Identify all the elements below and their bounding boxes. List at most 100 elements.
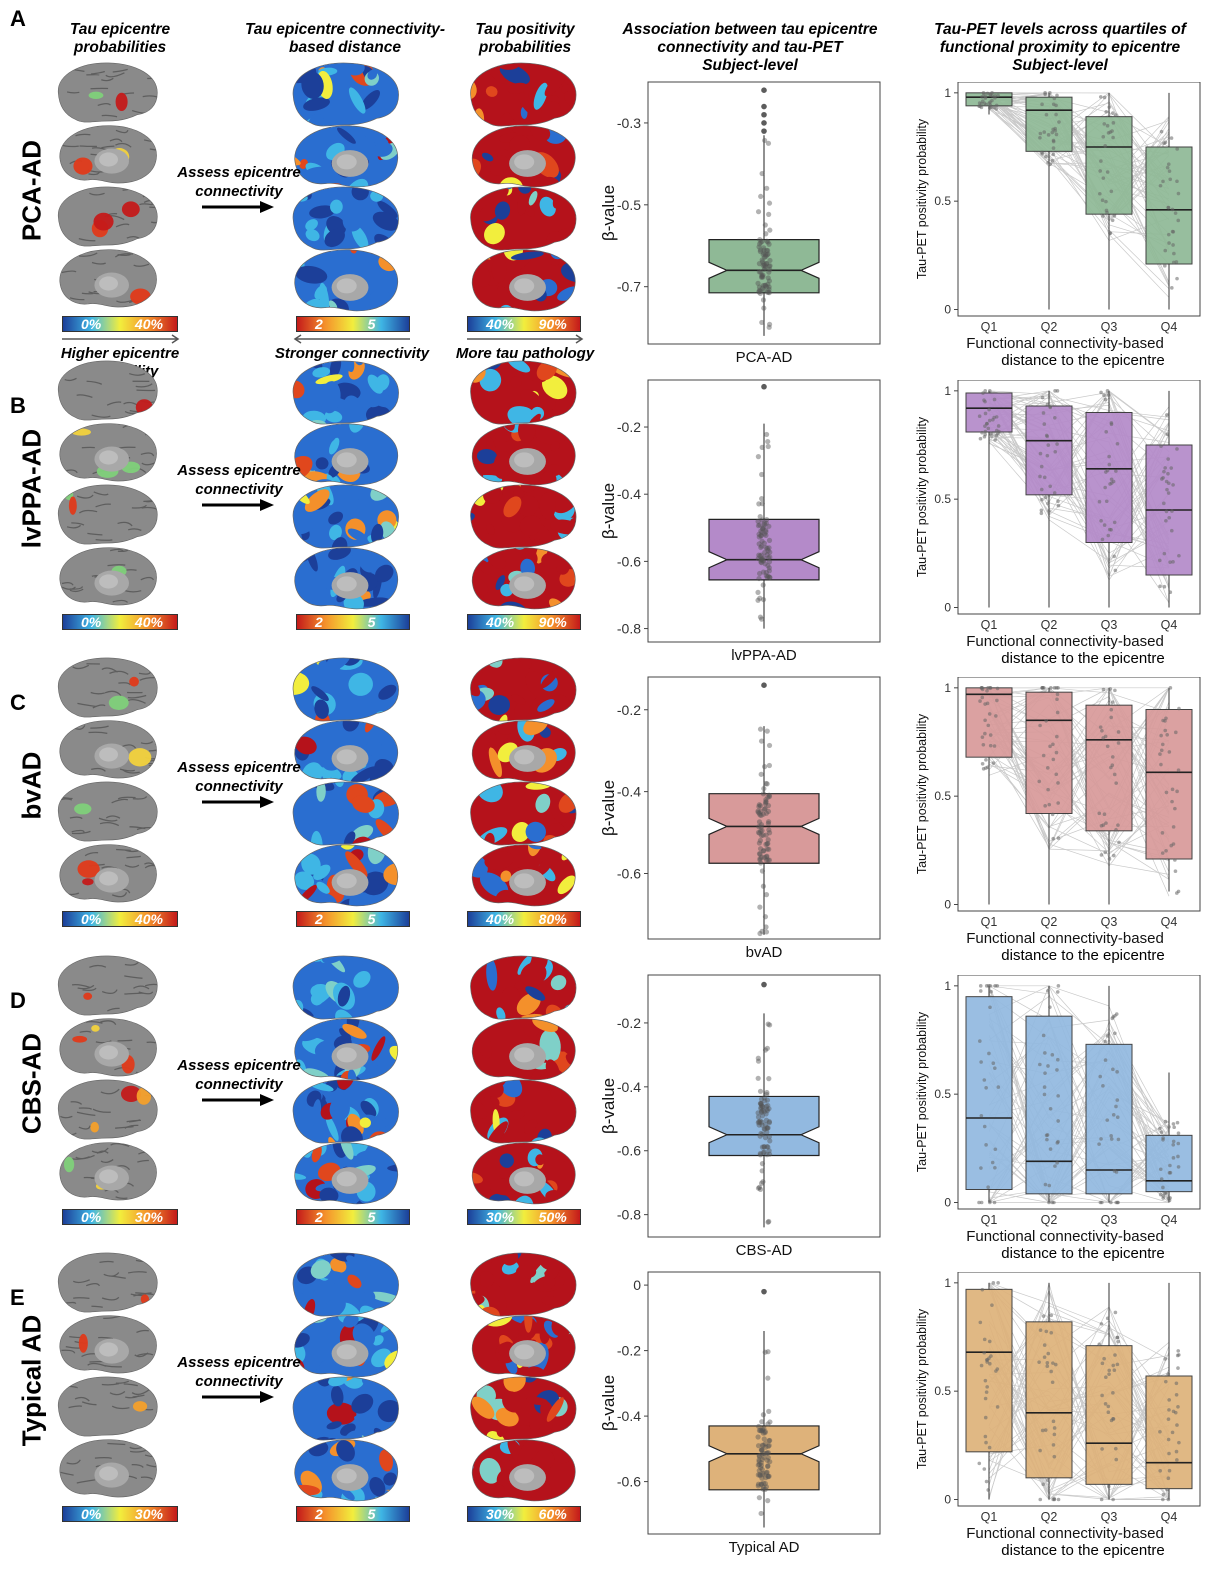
data-point bbox=[758, 824, 764, 830]
data-point bbox=[756, 261, 763, 267]
data-point bbox=[755, 1055, 761, 1061]
data-point bbox=[1038, 1448, 1042, 1453]
data-point bbox=[1116, 1339, 1121, 1344]
data-point bbox=[1104, 208, 1109, 213]
subject-line bbox=[988, 99, 1170, 235]
data-point bbox=[1114, 781, 1118, 785]
xtick-label: Q3 bbox=[1101, 915, 1118, 929]
data-point bbox=[1166, 471, 1170, 476]
subject-line bbox=[988, 1351, 1170, 1488]
data-point bbox=[758, 1109, 765, 1115]
data-point bbox=[758, 1447, 764, 1453]
data-point bbox=[763, 569, 769, 576]
data-point bbox=[1171, 243, 1175, 247]
data-point bbox=[760, 1480, 767, 1486]
data-point bbox=[996, 1085, 1001, 1089]
brain-tau-map bbox=[470, 657, 577, 722]
data-point bbox=[756, 1423, 762, 1430]
data-point bbox=[755, 523, 762, 529]
box bbox=[708, 239, 820, 294]
data-point bbox=[765, 1021, 771, 1027]
brain-tau-map bbox=[471, 249, 576, 312]
data-point bbox=[758, 854, 765, 860]
subject-line bbox=[988, 1359, 1170, 1501]
assess-line: connectivity bbox=[195, 1373, 283, 1390]
data-point bbox=[988, 984, 993, 988]
data-point bbox=[756, 289, 762, 295]
data-point bbox=[1162, 584, 1167, 589]
data-point bbox=[1055, 389, 1060, 393]
panel-letter: C bbox=[10, 690, 26, 715]
data-point bbox=[1045, 1478, 1050, 1482]
data-point bbox=[988, 1361, 992, 1366]
data-point bbox=[1112, 214, 1117, 218]
data-point bbox=[1104, 821, 1108, 825]
data-point bbox=[760, 596, 767, 603]
data-point bbox=[757, 837, 763, 844]
subject-line bbox=[988, 687, 1170, 791]
data-point bbox=[1163, 466, 1167, 470]
data-point bbox=[764, 1097, 771, 1103]
data-point bbox=[1046, 443, 1051, 447]
data-point bbox=[755, 555, 761, 562]
data-point bbox=[1161, 1497, 1165, 1502]
data-point bbox=[764, 552, 770, 558]
brain-connectivity-map bbox=[294, 547, 399, 610]
subject-line bbox=[988, 1381, 1170, 1458]
ytick-label: -0.2 bbox=[617, 1343, 641, 1359]
data-point bbox=[1043, 804, 1047, 808]
data-point bbox=[1109, 189, 1114, 194]
data-point bbox=[1105, 170, 1110, 174]
data-point bbox=[756, 819, 763, 825]
data-point bbox=[760, 524, 767, 530]
data-point bbox=[1048, 162, 1053, 166]
quartile-boxplot: 0 0.5 1 Tau-PET positivity probability Q1 Q2 Q… bbox=[915, 975, 1201, 1245]
data-point bbox=[761, 521, 768, 528]
data-point bbox=[1057, 120, 1061, 124]
data-point bbox=[977, 1461, 982, 1466]
ylabel: β-value bbox=[600, 780, 618, 836]
data-point bbox=[1047, 1200, 1051, 1205]
data-point bbox=[977, 414, 982, 419]
data-point bbox=[981, 391, 985, 395]
data-point bbox=[765, 1450, 771, 1456]
data-point bbox=[1042, 1355, 1047, 1359]
data-point bbox=[1161, 1185, 1165, 1190]
data-point bbox=[761, 247, 767, 253]
header-line: Tau epicentre bbox=[69, 21, 171, 38]
data-point bbox=[1040, 1428, 1045, 1433]
data-point bbox=[1115, 1335, 1120, 1340]
data-point bbox=[756, 802, 762, 808]
subject-line bbox=[988, 995, 1170, 1203]
data-point bbox=[756, 531, 762, 537]
assess-line: connectivity bbox=[195, 1076, 283, 1093]
data-point bbox=[1112, 853, 1116, 858]
subject-line bbox=[988, 687, 1170, 836]
subject-line bbox=[988, 427, 1170, 564]
colorbar-max-label: 40% bbox=[134, 614, 163, 630]
subject-line bbox=[988, 726, 1170, 793]
xtick-label: Q1 bbox=[981, 320, 998, 334]
data-point bbox=[1107, 527, 1112, 532]
data-point bbox=[1109, 421, 1114, 425]
brain-connectivity-map bbox=[292, 1252, 399, 1317]
data-point bbox=[761, 1149, 767, 1155]
data-point bbox=[761, 1109, 767, 1115]
data-point bbox=[765, 1463, 771, 1469]
data-point bbox=[1165, 732, 1169, 737]
data-point bbox=[1048, 1005, 1052, 1009]
data-point bbox=[766, 1151, 773, 1157]
subject-line bbox=[988, 390, 1170, 477]
data-point bbox=[1097, 499, 1102, 504]
data-point bbox=[757, 1471, 763, 1478]
data-point bbox=[1104, 470, 1108, 474]
box bbox=[1025, 96, 1073, 152]
subject-line bbox=[988, 1282, 1170, 1494]
subject-line bbox=[988, 1018, 1170, 1130]
data-point bbox=[1113, 688, 1117, 693]
data-point bbox=[1104, 430, 1109, 434]
data-point bbox=[759, 828, 765, 834]
data-point bbox=[1098, 169, 1102, 173]
